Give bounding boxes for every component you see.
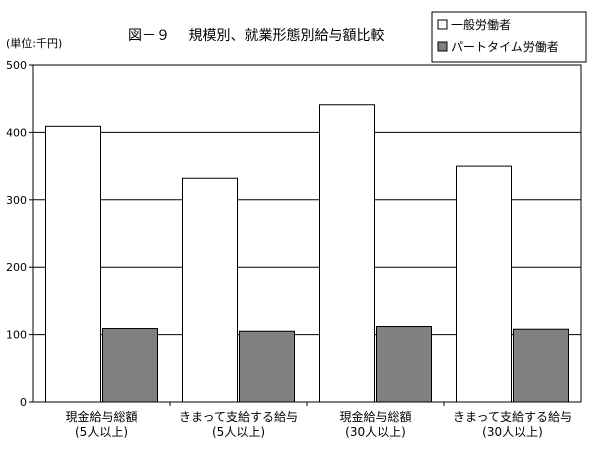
x-tick-label: 現金給与総額	[65, 409, 137, 424]
legend-box	[431, 11, 587, 63]
y-tick-label: 100	[6, 329, 27, 342]
x-tick-label: (5人以上)	[212, 425, 265, 439]
plot-area: 0100200300400500現金給与総額(5人以上)きまって支給する給与(5…	[6, 59, 582, 439]
y-tick-label: 400	[6, 126, 27, 139]
legend-swatch	[437, 41, 448, 52]
x-tick-label: 現金給与総額	[339, 409, 411, 424]
y-tick-label: 300	[6, 194, 27, 207]
bar-parttime	[239, 330, 295, 403]
bar-general	[456, 165, 512, 403]
bar-parttime	[513, 328, 569, 403]
bar-parttime	[376, 326, 432, 403]
chart-title: 図－９ 規模別、就業形態別給与額比較	[128, 28, 384, 44]
x-tick-label: きまって支給する給与	[453, 410, 572, 424]
bar-general	[45, 125, 101, 403]
x-tick-label: (30人以上)	[482, 425, 543, 439]
bar-general	[319, 104, 375, 403]
y-tick-label: 200	[6, 261, 27, 274]
y-tick-label: 500	[6, 59, 27, 72]
legend-label: パートタイム労働者	[451, 40, 559, 54]
unit-label: (単位:千円)	[6, 36, 62, 50]
x-tick-label: (5人以上)	[75, 425, 128, 439]
bar-parttime	[102, 328, 158, 403]
x-tick-label: (30人以上)	[345, 425, 406, 439]
bar-general	[182, 177, 238, 403]
legend-swatch	[437, 19, 448, 30]
legend-label: 一般労働者	[451, 17, 511, 32]
x-tick-label: きまって支給する給与	[179, 410, 298, 424]
y-tick-label: 0	[20, 396, 27, 409]
